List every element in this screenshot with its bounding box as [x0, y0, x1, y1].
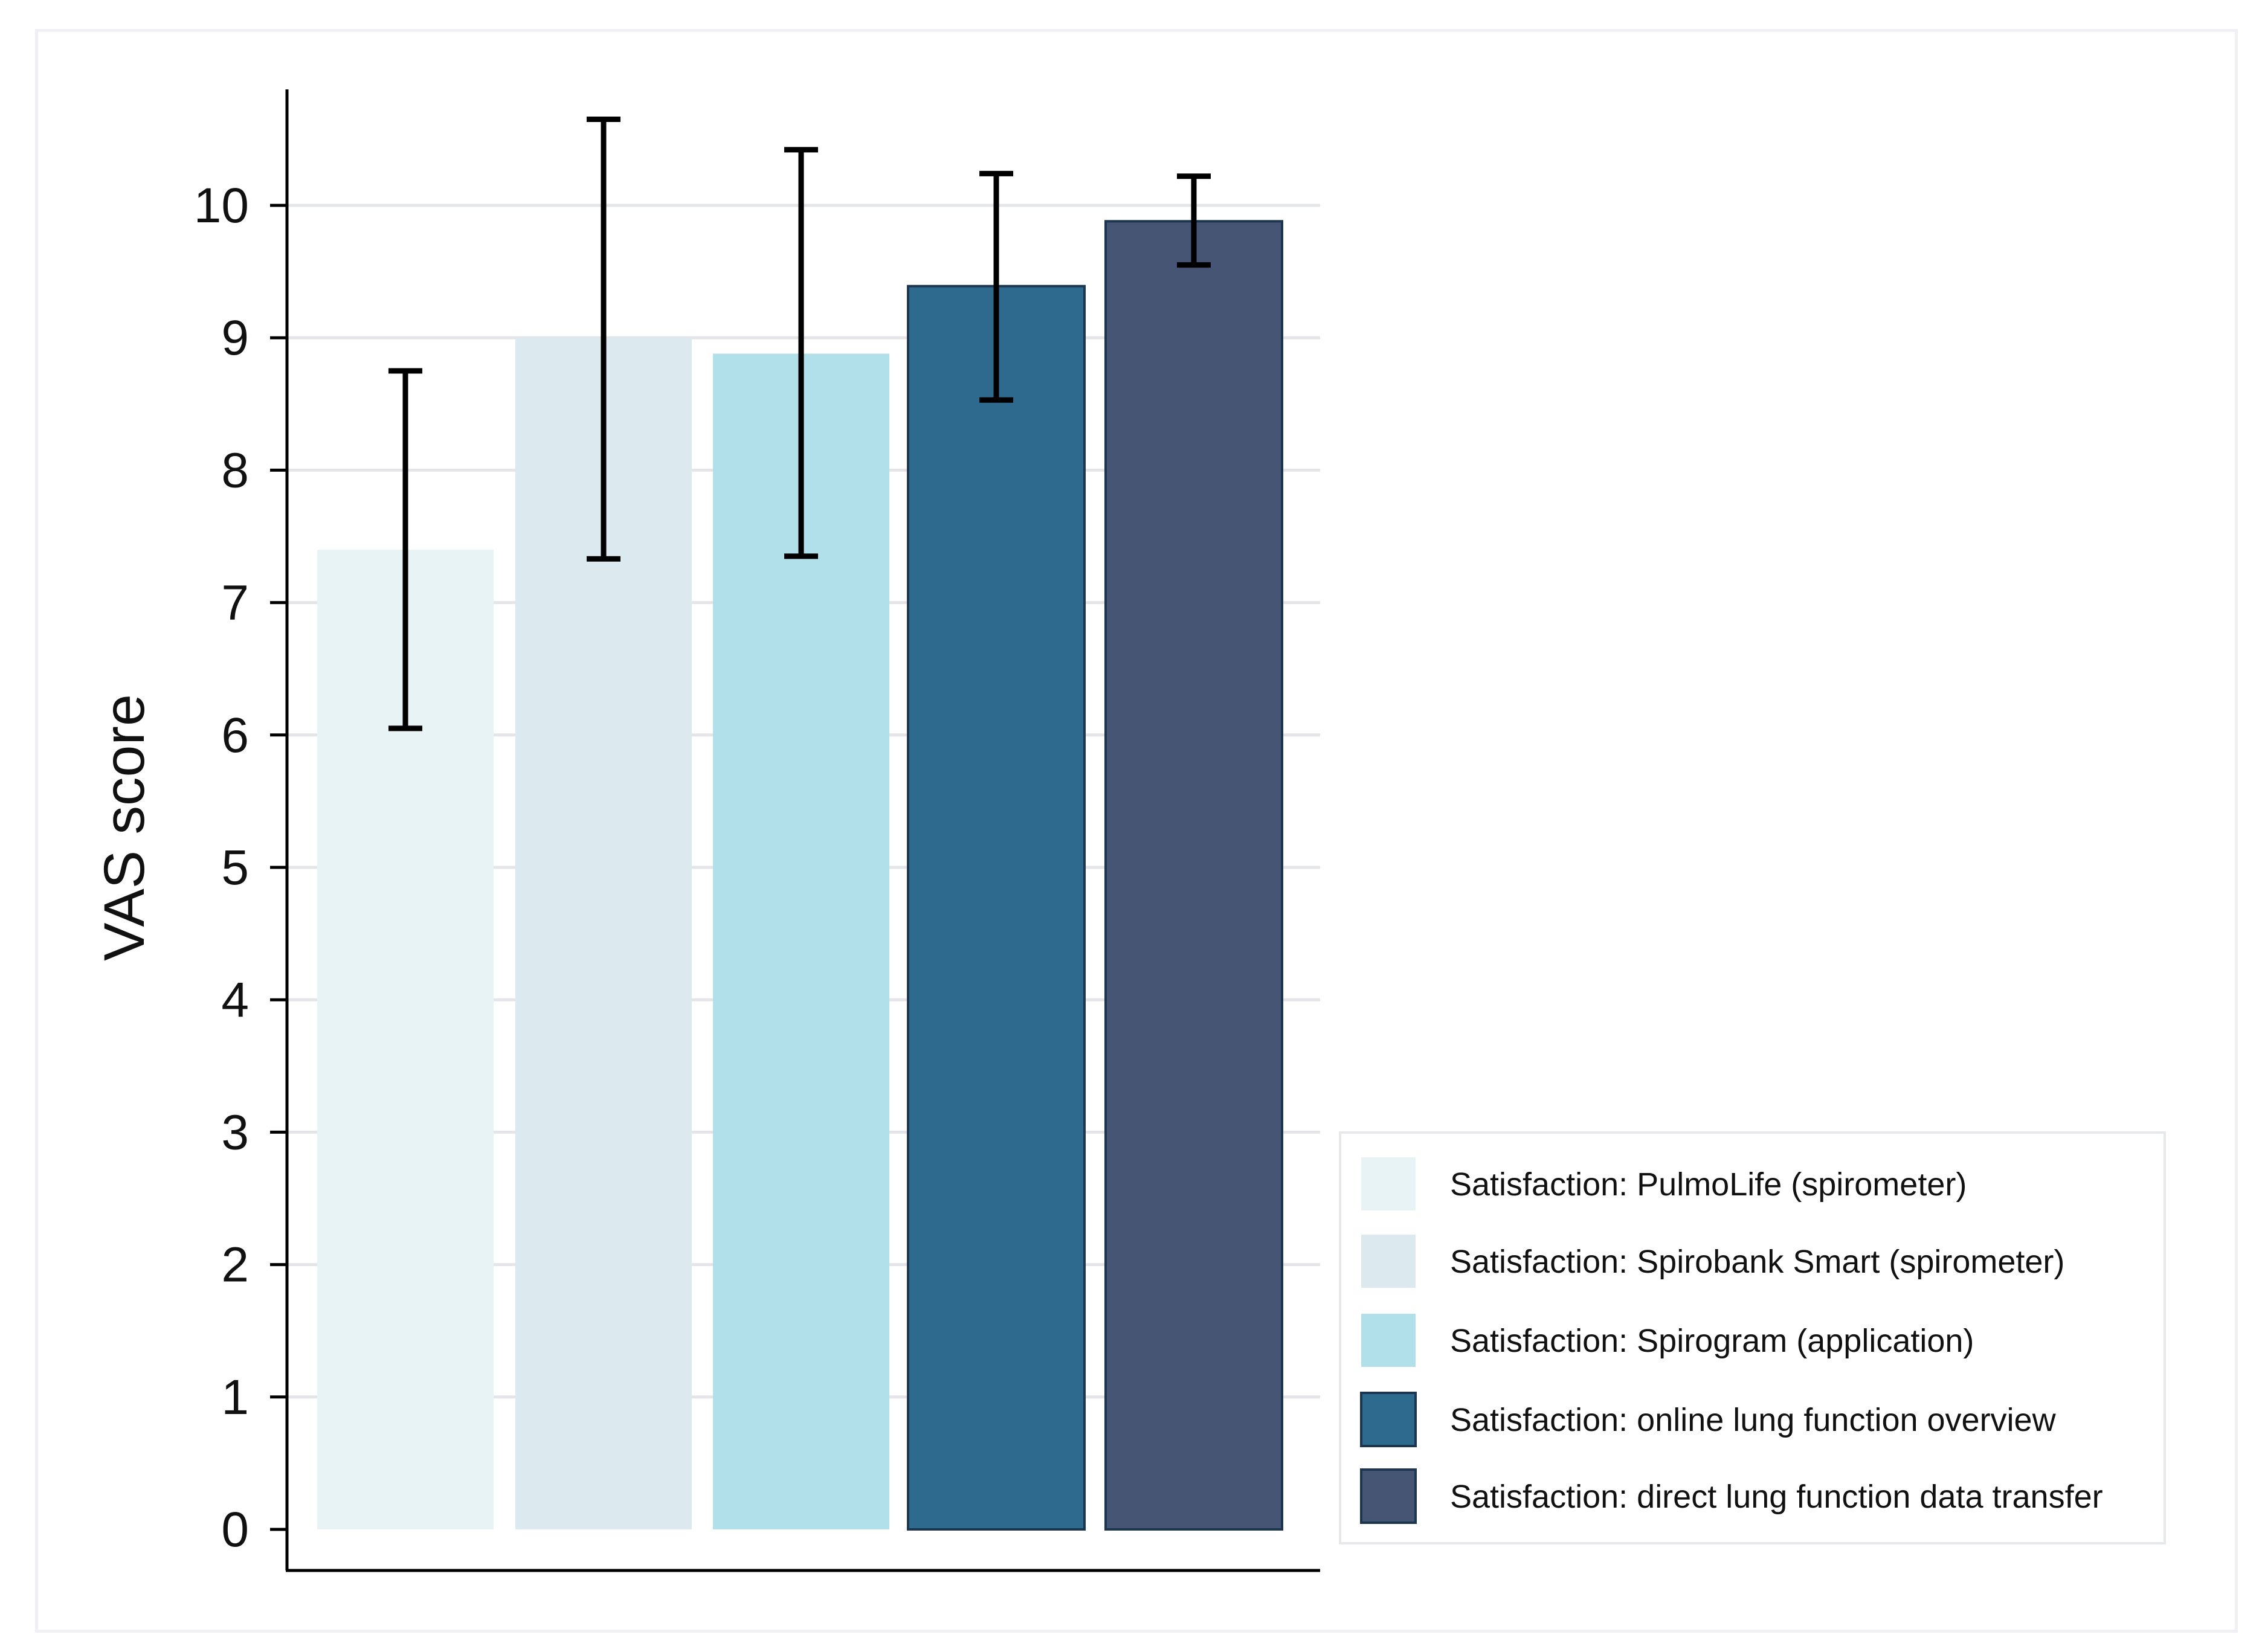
- axes: [285, 89, 1320, 1572]
- legend-label-5: Satisfaction: direct lung function data …: [1450, 1479, 2103, 1515]
- legend-swatch-2: [1361, 1235, 1416, 1288]
- legend-swatch-1: [1361, 1157, 1416, 1210]
- y-axis-title: VAS score: [92, 694, 156, 961]
- y-ticks: 0 1 2 3 4 5 6 7 8 9 10: [194, 178, 287, 1557]
- legend-label-3: Satisfaction: Spirogram (application): [1450, 1323, 1974, 1359]
- y-tick-label-0: 0: [221, 1502, 249, 1557]
- bar-5: [1104, 220, 1283, 1531]
- y-tick-label-6: 6: [221, 708, 249, 763]
- legend: Satisfaction: PulmoLife (spirometer) Sati…: [1339, 1131, 2166, 1544]
- y-tick-label-4: 4: [221, 972, 249, 1027]
- legend-label-1: Satisfaction: PulmoLife (spirometer): [1450, 1166, 1967, 1203]
- bars: [317, 220, 1283, 1531]
- legend-swatch-3: [1361, 1314, 1416, 1367]
- y-tick-label-1: 1: [221, 1370, 249, 1425]
- legend-label-4: Satisfaction: online lung function overv…: [1450, 1402, 2057, 1438]
- y-tick-label-9: 9: [221, 310, 249, 365]
- y-tick-label-10: 10: [194, 178, 249, 233]
- legend-label-2: Satisfaction: Spirobank Smart (spiromete…: [1450, 1244, 2064, 1280]
- error-bars: [388, 117, 1211, 731]
- legend-swatch-5: [1360, 1468, 1417, 1524]
- y-tick-label-7: 7: [221, 576, 249, 631]
- legend-box: [1339, 1131, 2166, 1544]
- y-tick-label-5: 5: [221, 840, 249, 895]
- y-tick-label-8: 8: [221, 443, 249, 498]
- y-tick-label-3: 3: [221, 1105, 249, 1160]
- bar-4: [907, 284, 1086, 1531]
- legend-swatch-4: [1360, 1392, 1417, 1447]
- y-tick-label-2: 2: [221, 1238, 249, 1293]
